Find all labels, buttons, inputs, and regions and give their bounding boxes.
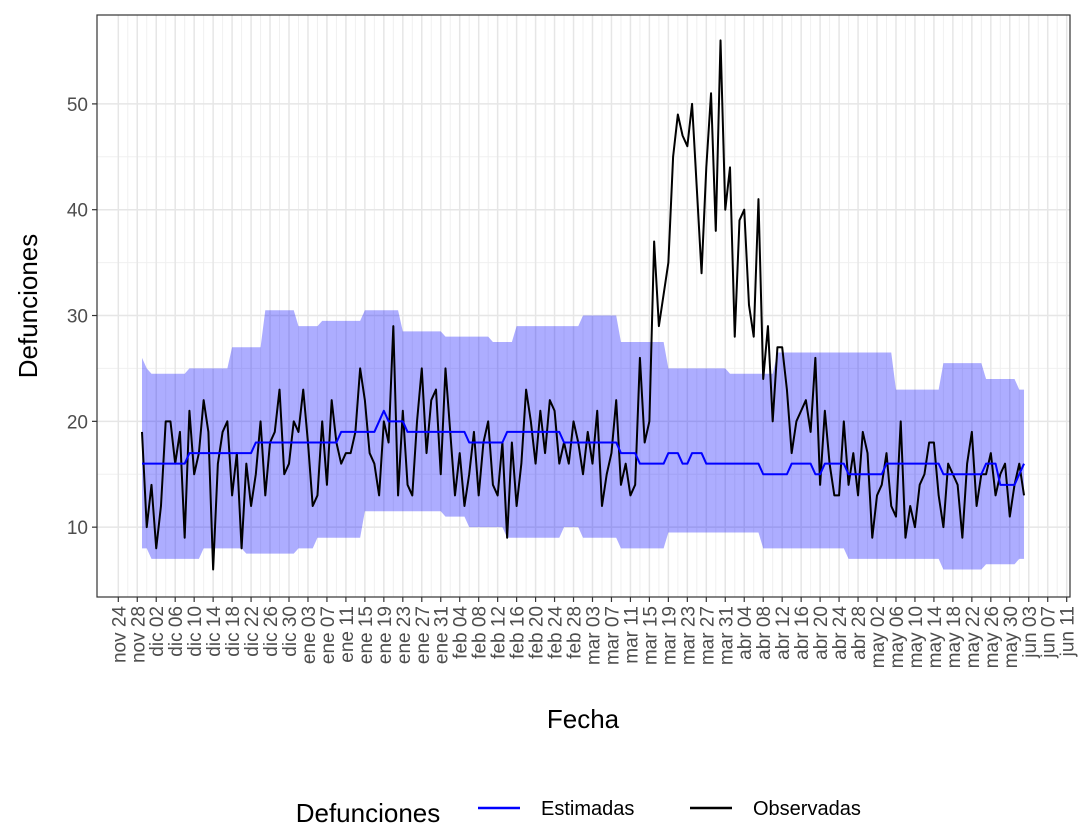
x-tick-label: mar 31 xyxy=(716,606,737,665)
x-tick-label: ene 03 xyxy=(299,606,320,664)
y-tick-label: 10 xyxy=(67,518,88,539)
x-tick-label: may 30 xyxy=(1001,606,1022,668)
x-tick-label: may 22 xyxy=(963,606,984,668)
x-tick-label: dic 30 xyxy=(280,606,301,657)
x-tick-label: abr 20 xyxy=(811,606,832,660)
x-tick-label: feb 24 xyxy=(546,606,567,659)
x-tick-label: ene 19 xyxy=(375,606,396,664)
x-tick-label: feb 20 xyxy=(527,606,548,659)
x-tick-label: ene 11 xyxy=(337,606,358,663)
y-axis-title: Defunciones xyxy=(13,234,43,379)
prediction-band xyxy=(142,310,1025,570)
x-tick-label: dic 10 xyxy=(185,606,206,657)
legend-label: Estimadas xyxy=(541,798,634,820)
x-tick-label: dic 18 xyxy=(223,606,244,657)
series-line xyxy=(142,409,1025,486)
y-tick-label: 20 xyxy=(67,412,88,433)
x-tick-label: dic 22 xyxy=(242,606,263,657)
x-tick-label: mar 27 xyxy=(697,606,718,665)
x-tick-label: ene 27 xyxy=(413,606,434,664)
x-tick-label: jun 11 xyxy=(1058,606,1078,657)
x-tick-label: mar 03 xyxy=(583,606,604,665)
x-tick-label: may 14 xyxy=(925,606,946,669)
x-tick-label: abr 04 xyxy=(735,606,756,660)
x-tick-label: may 18 xyxy=(944,606,965,668)
x-tick-label: ene 23 xyxy=(394,606,415,664)
x-tick-label: dic 14 xyxy=(204,606,225,657)
x-tick-label: feb 28 xyxy=(565,606,586,659)
x-tick-label: ene 31 xyxy=(432,606,453,664)
x-tick-label: mar 19 xyxy=(659,606,680,665)
x-tick-label: abr 08 xyxy=(754,606,775,660)
x-tick-label: abr 28 xyxy=(849,606,870,660)
x-tick-label: ene 15 xyxy=(356,606,377,664)
x-tick-label: abr 16 xyxy=(792,606,813,660)
x-tick-label: may 02 xyxy=(868,606,889,668)
y-tick-label: 40 xyxy=(67,201,88,222)
x-tick-label: mar 07 xyxy=(602,606,623,665)
x-tick-label: ene 07 xyxy=(318,606,339,664)
x-tick-label: may 06 xyxy=(887,606,908,668)
x-tick-label: nov 24 xyxy=(109,606,130,663)
x-tick-label: jun 03 xyxy=(1020,606,1041,659)
x-axis-title: Fecha xyxy=(547,704,620,734)
x-tick-label: dic 26 xyxy=(261,606,282,657)
x-tick-label: mar 15 xyxy=(640,606,661,665)
y-tick-label: 50 xyxy=(67,95,88,116)
x-tick-label: nov 28 xyxy=(128,606,149,663)
x-tick-label: feb 04 xyxy=(451,606,472,659)
x-tick-label: jun 07 xyxy=(1039,606,1060,659)
x-tick-label: mar 11 xyxy=(621,606,642,664)
x-tick-label: dic 06 xyxy=(166,606,187,657)
plot-border xyxy=(96,14,1071,598)
series-line xyxy=(141,39,1025,571)
x-tick-label: feb 16 xyxy=(508,606,529,659)
x-tick-label: abr 24 xyxy=(830,606,851,660)
x-tick-label: may 10 xyxy=(906,606,927,668)
y-tick-label: 30 xyxy=(67,307,88,328)
x-tick-label: feb 08 xyxy=(470,606,491,659)
x-tick-label: mar 23 xyxy=(678,606,699,665)
x-tick-label: abr 12 xyxy=(773,606,794,660)
legend-title: Defunciones xyxy=(296,798,441,827)
x-tick-label: feb 12 xyxy=(489,606,510,659)
x-tick-label: may 26 xyxy=(982,606,1003,668)
x-tick-label: dic 02 xyxy=(147,606,168,657)
legend-label: Observadas xyxy=(753,798,861,820)
